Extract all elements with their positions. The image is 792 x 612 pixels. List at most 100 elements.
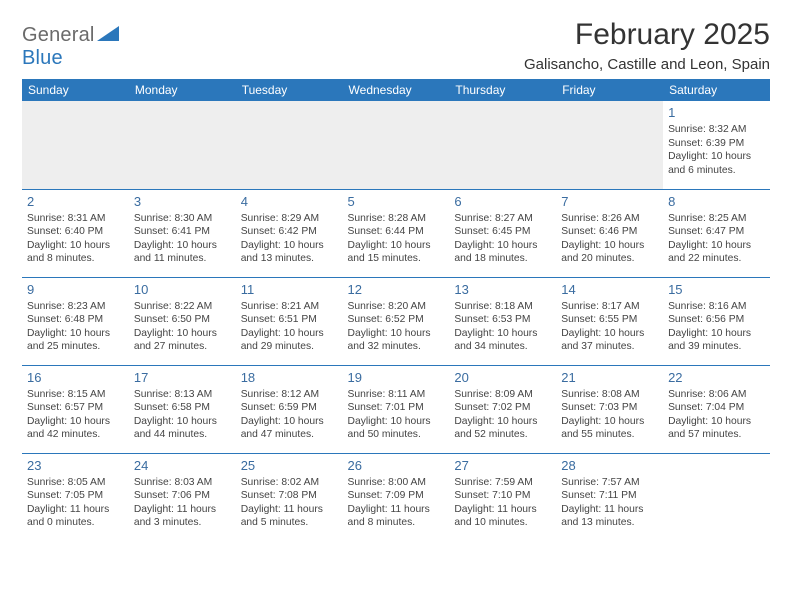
- sunrise-text: Sunrise: 8:30 AM: [134, 212, 231, 226]
- sunset-text: Sunset: 7:05 PM: [27, 489, 124, 503]
- day-number: 10: [134, 281, 231, 298]
- sunrise-text: Sunrise: 7:59 AM: [454, 476, 551, 490]
- weekday-row: Sunday Monday Tuesday Wednesday Thursday…: [22, 79, 770, 101]
- title-block: February 2025 Galisancho, Castille and L…: [524, 18, 770, 73]
- calendar-day-cell: 5Sunrise: 8:28 AMSunset: 6:44 PMDaylight…: [343, 189, 450, 277]
- sunrise-text: Sunrise: 8:17 AM: [561, 300, 658, 314]
- weekday-header: Thursday: [449, 79, 556, 101]
- calendar-day-cell: 15Sunrise: 8:16 AMSunset: 6:56 PMDayligh…: [663, 277, 770, 365]
- daylight-text: Daylight: 10 hours and 15 minutes.: [348, 239, 445, 266]
- day-number: 1: [668, 104, 765, 121]
- sunset-text: Sunset: 7:10 PM: [454, 489, 551, 503]
- calendar-day-cell: 9Sunrise: 8:23 AMSunset: 6:48 PMDaylight…: [22, 277, 129, 365]
- day-number: 23: [27, 457, 124, 474]
- daylight-text: Daylight: 10 hours and 13 minutes.: [241, 239, 338, 266]
- calendar-day-cell: 26Sunrise: 8:00 AMSunset: 7:09 PMDayligh…: [343, 453, 450, 541]
- daylight-text: Daylight: 10 hours and 32 minutes.: [348, 327, 445, 354]
- daylight-text: Daylight: 10 hours and 29 minutes.: [241, 327, 338, 354]
- day-number: 7: [561, 193, 658, 210]
- daylight-text: Daylight: 10 hours and 34 minutes.: [454, 327, 551, 354]
- sunset-text: Sunset: 7:11 PM: [561, 489, 658, 503]
- brand-text: General Blue: [22, 24, 119, 70]
- calendar-day-cell: 7Sunrise: 8:26 AMSunset: 6:46 PMDaylight…: [556, 189, 663, 277]
- sunset-text: Sunset: 7:01 PM: [348, 401, 445, 415]
- calendar-day-cell: 27 Sunrise: 7:59 AMSunset: 7:10 PMDayligh…: [449, 453, 556, 541]
- sunset-text: Sunset: 6:48 PM: [27, 313, 124, 327]
- sunset-text: Sunset: 7:02 PM: [454, 401, 551, 415]
- sunset-text: Sunset: 6:58 PM: [134, 401, 231, 415]
- day-number: 8: [668, 193, 765, 210]
- daylight-text: Daylight: 11 hours and 5 minutes.: [241, 503, 338, 530]
- calendar-page: General Blue February 2025 Galisancho, C…: [0, 0, 792, 541]
- brand-part2: Blue: [22, 47, 63, 69]
- sunrise-text: Sunrise: 8:08 AM: [561, 388, 658, 402]
- sunrise-text: Sunrise: 8:29 AM: [241, 212, 338, 226]
- day-number: 19: [348, 369, 445, 386]
- brand-logo: General Blue: [22, 18, 119, 70]
- calendar-day-cell: 8 Sunrise: 8:25 AMSunset: 6:47 PMDaylight…: [663, 189, 770, 277]
- day-number: 20: [454, 369, 551, 386]
- sunset-text: Sunset: 6:44 PM: [348, 225, 445, 239]
- daylight-text: Daylight: 10 hours and 8 minutes.: [27, 239, 124, 266]
- day-number: 6: [454, 193, 551, 210]
- month-title: February 2025: [524, 18, 770, 52]
- weekday-header: Wednesday: [343, 79, 450, 101]
- calendar-day-cell: 17Sunrise: 8:13 AMSunset: 6:58 PMDayligh…: [129, 365, 236, 453]
- day-number: 24: [134, 457, 231, 474]
- daylight-text: Daylight: 11 hours and 10 minutes.: [454, 503, 551, 530]
- sunset-text: Sunset: 6:39 PM: [668, 137, 765, 151]
- triangle-icon: [97, 26, 119, 41]
- day-number: 9: [27, 281, 124, 298]
- day-number: 17: [134, 369, 231, 386]
- weekday-header: Friday: [556, 79, 663, 101]
- sunrise-text: Sunrise: 8:11 AM: [348, 388, 445, 402]
- day-number: 26: [348, 457, 445, 474]
- calendar-day-cell: 13Sunrise: 8:18 AMSunset: 6:53 PMDayligh…: [449, 277, 556, 365]
- calendar-day-cell: .: [556, 101, 663, 189]
- calendar-day-cell: 22Sunrise: 8:06 AMSunset: 7:04 PMDayligh…: [663, 365, 770, 453]
- calendar-day-cell: 20Sunrise: 8:09 AMSunset: 7:02 PMDayligh…: [449, 365, 556, 453]
- sunset-text: Sunset: 6:46 PM: [561, 225, 658, 239]
- calendar-day-cell: 10Sunrise: 8:22 AMSunset: 6:50 PMDayligh…: [129, 277, 236, 365]
- daylight-text: Daylight: 10 hours and 11 minutes.: [134, 239, 231, 266]
- day-number: 15: [668, 281, 765, 298]
- sunrise-text: Sunrise: 8:25 AM: [668, 212, 765, 226]
- daylight-text: Daylight: 10 hours and 27 minutes.: [134, 327, 231, 354]
- sunset-text: Sunset: 6:50 PM: [134, 313, 231, 327]
- day-number: 21: [561, 369, 658, 386]
- sunset-text: Sunset: 6:55 PM: [561, 313, 658, 327]
- sunrise-text: Sunrise: 8:20 AM: [348, 300, 445, 314]
- calendar-day-cell: .: [129, 101, 236, 189]
- day-number: 3: [134, 193, 231, 210]
- brand-part1: General: [22, 24, 95, 46]
- daylight-text: Daylight: 10 hours and 39 minutes.: [668, 327, 765, 354]
- calendar-day-cell: 11Sunrise: 8:21 AMSunset: 6:51 PMDayligh…: [236, 277, 343, 365]
- calendar-day-cell: 25Sunrise: 8:02 AMSunset: 7:08 PMDayligh…: [236, 453, 343, 541]
- calendar-day-cell: 18Sunrise: 8:12 AMSunset: 6:59 PMDayligh…: [236, 365, 343, 453]
- sunrise-text: Sunrise: 8:15 AM: [27, 388, 124, 402]
- sunset-text: Sunset: 7:04 PM: [668, 401, 765, 415]
- calendar-day-cell: 19 Sunrise: 8:11 AMSunset: 7:01 PMDayligh…: [343, 365, 450, 453]
- sunrise-text: Sunrise: 8:32 AM: [668, 123, 765, 137]
- sunset-text: Sunset: 6:53 PM: [454, 313, 551, 327]
- day-number: 27: [454, 457, 551, 474]
- sunset-text: Sunset: 6:57 PM: [27, 401, 124, 415]
- sunrise-text: Sunrise: 8:21 AM: [241, 300, 338, 314]
- daylight-text: Daylight: 10 hours and 52 minutes.: [454, 415, 551, 442]
- sunrise-text: Sunrise: 8:28 AM: [348, 212, 445, 226]
- daylight-text: Daylight: 10 hours and 20 minutes.: [561, 239, 658, 266]
- day-number: 16: [27, 369, 124, 386]
- calendar-day-cell: 23Sunrise: 8:05 AMSunset: 7:05 PMDayligh…: [22, 453, 129, 541]
- sunrise-text: Sunrise: 8:27 AM: [454, 212, 551, 226]
- calendar-day-cell: 16Sunrise: 8:15 AMSunset: 6:57 PMDayligh…: [22, 365, 129, 453]
- daylight-text: Daylight: 10 hours and 22 minutes.: [668, 239, 765, 266]
- daylight-text: Daylight: 10 hours and 25 minutes.: [27, 327, 124, 354]
- calendar-day-cell: 28Sunrise: 7:57 AMSunset: 7:11 PMDayligh…: [556, 453, 663, 541]
- sunrise-text: Sunrise: 7:57 AM: [561, 476, 658, 490]
- day-number: 4: [241, 193, 338, 210]
- sunset-text: Sunset: 7:09 PM: [348, 489, 445, 503]
- daylight-text: Daylight: 10 hours and 50 minutes.: [348, 415, 445, 442]
- day-number: 14: [561, 281, 658, 298]
- sunset-text: Sunset: 7:08 PM: [241, 489, 338, 503]
- sunset-text: Sunset: 6:47 PM: [668, 225, 765, 239]
